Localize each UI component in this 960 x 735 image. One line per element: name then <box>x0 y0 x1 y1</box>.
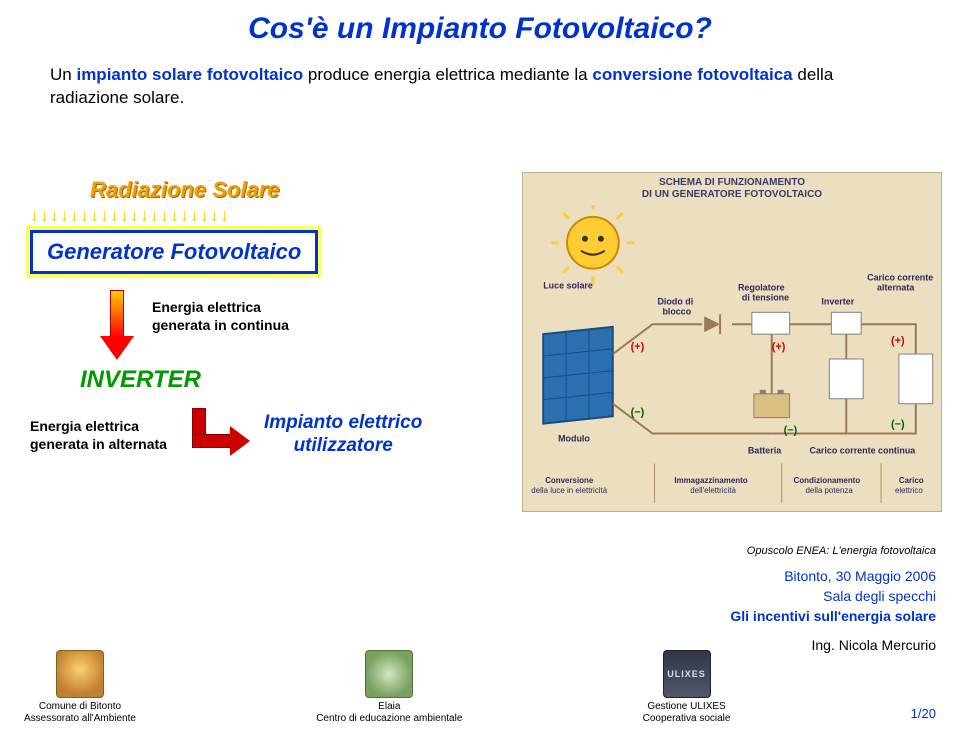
batteria-label: Batteria <box>748 445 782 455</box>
footer-elaia-l2: Centro di educazione ambientale <box>316 713 462 725</box>
carico-ac-box <box>899 354 933 404</box>
footer-item-comune: Comune di Bitonto Assessorato all'Ambien… <box>24 650 136 725</box>
bottom-captions: Conversione della luce in elettricità Im… <box>531 476 923 495</box>
inverter-box <box>831 312 861 334</box>
opuscolo-caption: Opuscolo ENEA: L'energia fotovoltaica <box>730 544 936 560</box>
ee-alternata-l2: generata in alternata <box>30 436 167 452</box>
event-line-1: Bitonto, 30 Maggio 2006 <box>730 566 936 586</box>
carico-ac-l2: alternata <box>877 282 915 292</box>
intro-pre: Un <box>50 65 76 84</box>
schema-diagram: SCHEMA DI FUNZIONAMENTO DI UN GENERATORE… <box>522 172 942 512</box>
diagram-title: SCHEMA DI FUNZIONAMENTO DI UN GENERATORE… <box>523 173 941 205</box>
impianto-utilizzatore-label: Impianto elettrico utilizzatore <box>264 412 422 458</box>
condiz-l2: della potenza <box>806 486 854 495</box>
page-number: 1/20 <box>911 706 936 721</box>
ee-continua-l1: Energia elettrica <box>152 299 261 315</box>
elaia-icon <box>365 650 413 698</box>
impianto-l2: utilizzatore <box>294 435 393 456</box>
diode-icon <box>704 314 720 334</box>
intro-bold-1: impianto solare fotovoltaico <box>76 65 303 84</box>
luce-solare-label: Luce solare <box>543 280 593 290</box>
carico-l1: Carico <box>899 476 924 485</box>
footer-comune-l1: Comune di Bitonto <box>39 701 121 713</box>
ee-alternata-l1: Energia elettrica <box>30 418 139 434</box>
svg-text:(−): (−) <box>891 419 905 431</box>
svg-text:(+): (+) <box>891 335 905 347</box>
carico-dc-box <box>829 359 863 399</box>
footer-bar: Comune di Bitonto Assessorato all'Ambien… <box>0 644 960 735</box>
immagazz-l2: dell'elettricità <box>690 486 736 495</box>
generatore-box: Generatore Fotovoltaico <box>30 230 318 274</box>
carico-l2: elettrico <box>895 486 923 495</box>
radiazione-solare-label: Radiazione Solare <box>90 177 470 203</box>
immagazz-l1: Immagazzinamento <box>674 476 747 485</box>
svg-text:(−): (−) <box>784 425 798 437</box>
intro-bold-2: conversione fotovoltaica <box>592 65 792 84</box>
intro-mid: produce energia elettrica mediante la <box>303 65 592 84</box>
inverter-label: INVERTER <box>80 366 470 394</box>
modulo-label: Modulo <box>558 433 590 443</box>
svg-text:(+): (+) <box>631 341 645 353</box>
diagram-title-l2: DI UN GENERATORE FOTOVOLTAICO <box>642 189 822 200</box>
sun-icon <box>551 205 634 284</box>
regolatore-box <box>752 312 790 334</box>
arrow-right-icon <box>192 408 252 462</box>
footer-item-ulixes: ULIXES Gestione ULIXES Cooperativa socia… <box>643 650 731 725</box>
radiation-arrows: ↓↓↓↓↓↓↓↓↓↓↓↓↓↓↓↓↓↓↓↓ <box>30 205 470 226</box>
regolatore-l1: Regolatore <box>738 282 785 292</box>
page-title: Cos'è un Impianto Fotovoltaico? <box>0 12 960 46</box>
pv-module-icon <box>543 327 613 424</box>
energia-alternata-label: Energia elettrica generata in alternata <box>30 417 180 453</box>
polarity-labels: (+) (−) (+) (−) (+) (−) <box>631 335 905 436</box>
footer-ulixes-l2: Cooperativa sociale <box>643 713 731 725</box>
incentivi-line: Gli incentivi sull'energia solare <box>730 606 936 626</box>
energia-continua-label: Energia elettrica generata in continua <box>152 298 289 334</box>
flow-diagram-left: Radiazione Solare ↓↓↓↓↓↓↓↓↓↓↓↓↓↓↓↓↓↓↓↓ G… <box>30 177 470 462</box>
arrow-down-icon <box>100 290 134 360</box>
conversione-l1: Conversione <box>545 476 594 485</box>
regolatore-l2: di tensione <box>742 292 789 302</box>
conversione-l2: della luce in elettricità <box>531 486 607 495</box>
diodo-l1: Diodo di <box>657 296 693 306</box>
footer-ulixes-l1: Gestione ULIXES <box>647 701 725 713</box>
footer-right-block: Opuscolo ENEA: L'energia fotovoltaica Bi… <box>730 544 936 655</box>
svg-text:(−): (−) <box>631 407 645 419</box>
ee-continua-l2: generata in continua <box>152 317 289 333</box>
carico-dc-label: Carico corrente continua <box>810 445 917 455</box>
ulixes-icon: ULIXES <box>663 650 711 698</box>
footer-comune-l2: Assessorato all'Ambiente <box>24 713 136 725</box>
intro-paragraph: Un impianto solare fotovoltaico produce … <box>50 64 910 110</box>
diagram-svg: Luce solare Modulo Diodo di blocco <box>523 205 941 515</box>
inverter-diagram-label: Inverter <box>821 296 854 306</box>
impianto-l1: Impianto elettrico <box>264 412 422 433</box>
footer-elaia-l1: Elaia <box>378 701 400 713</box>
condiz-l1: Condizionamento <box>794 476 861 485</box>
crest-icon <box>56 650 104 698</box>
footer-item-elaia: Elaia Centro di educazione ambientale <box>316 650 462 725</box>
battery-icon <box>754 394 790 418</box>
svg-text:(+): (+) <box>772 341 786 353</box>
diodo-l2: blocco <box>662 306 691 316</box>
diagram-title-l1: SCHEMA DI FUNZIONAMENTO <box>659 177 805 188</box>
carico-ac-l1: Carico corrente <box>867 273 933 283</box>
event-line-2: Sala degli specchi <box>730 586 936 606</box>
